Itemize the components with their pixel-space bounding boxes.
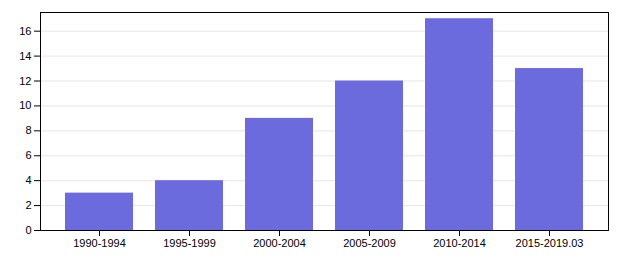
svg-text:1990-1994: 1990-1994 — [73, 237, 126, 249]
svg-text:2000-2004: 2000-2004 — [253, 237, 306, 249]
svg-text:1995-1999: 1995-1999 — [163, 237, 216, 249]
svg-text:16: 16 — [19, 25, 31, 37]
svg-text:2005-2009: 2005-2009 — [343, 237, 396, 249]
svg-text:6: 6 — [25, 149, 31, 161]
svg-text:2015-2019.03: 2015-2019.03 — [516, 237, 584, 249]
svg-text:14: 14 — [19, 50, 31, 62]
svg-text:2: 2 — [25, 199, 31, 211]
svg-text:4: 4 — [25, 174, 31, 186]
svg-text:12: 12 — [19, 75, 31, 87]
svg-text:0: 0 — [25, 224, 31, 236]
svg-text:8: 8 — [25, 124, 31, 136]
svg-text:10: 10 — [19, 99, 31, 111]
svg-text:2010-2014: 2010-2014 — [433, 237, 486, 249]
